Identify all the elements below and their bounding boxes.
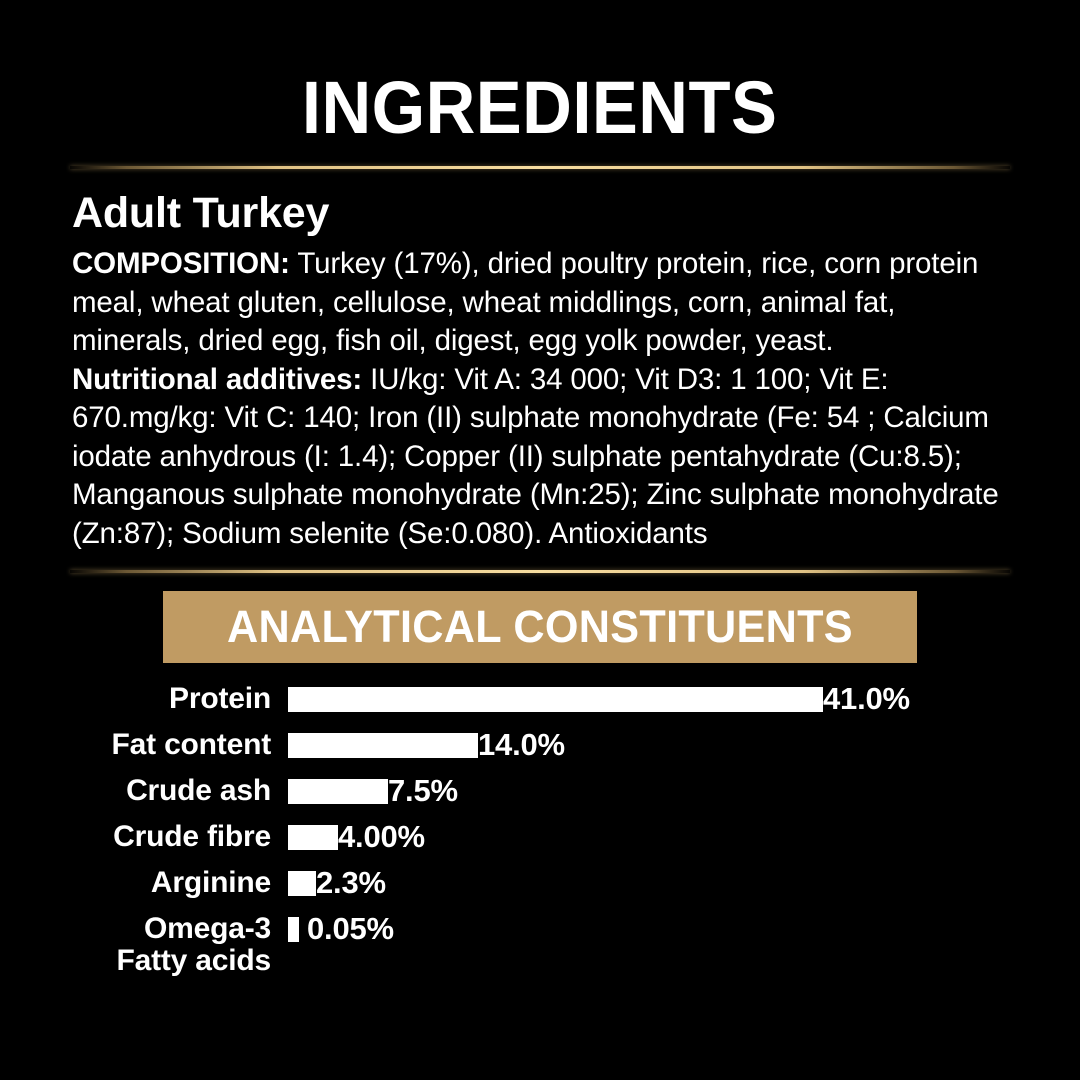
chart-bar	[288, 686, 823, 712]
analytical-constituents-banner: ANALYTICAL CONSTITUENTS	[163, 591, 917, 664]
chart-row-bar-area: 2.3%	[288, 865, 1080, 901]
chart-bar-value: 0.05%	[307, 911, 394, 947]
chart-bar	[288, 732, 478, 758]
additives-text: IU/kg: Vit A: 34 000; Vit D3: 1 100; Vit…	[72, 362, 999, 550]
additives-paragraph: Nutritional additives: IU/kg: Vit A: 34 …	[72, 361, 1008, 554]
chart-row-label: Protein	[169, 681, 271, 715]
chart-bar	[288, 870, 316, 896]
chart-bar	[288, 778, 388, 804]
chart-row-sublabel: Fatty acids	[116, 944, 271, 978]
chart-bar-value: 14.0%	[478, 727, 565, 763]
divider-top	[70, 166, 1010, 170]
chart-row: Crude ash 7.5%	[0, 768, 1080, 814]
analytical-constituents-title: ANALYTICAL CONSTITUENTS	[227, 601, 853, 653]
chart-row-bar-area: 41.0%	[288, 681, 1080, 717]
chart-row-label: Omega-3	[144, 911, 271, 945]
chart-row-label: Arginine	[150, 865, 271, 899]
page-title: INGREDIENTS	[302, 66, 778, 149]
composition-label: COMPOSITION:	[72, 247, 290, 281]
composition-text: Turkey (17%), dried poultry protein, ric…	[72, 247, 979, 358]
divider-middle	[70, 570, 1010, 574]
chart-bar-value: 7.5%	[388, 773, 458, 809]
additives-label: Nutritional additives:	[72, 362, 363, 396]
page-title-wrap: INGREDIENTS	[0, 0, 1080, 149]
chart-bar-value: 2.3%	[316, 865, 386, 901]
chart-bar-value: 4.00%	[338, 819, 425, 855]
chart-row: Fat content 14.0%	[0, 722, 1080, 768]
chart-row-label: Crude fibre	[113, 819, 271, 853]
chart-row-label: Crude ash	[126, 773, 271, 807]
chart-row: Omega-3 0.05%	[0, 906, 1080, 952]
chart-row-bar-area: 14.0%	[288, 727, 1080, 763]
composition-paragraph: COMPOSITION: Turkey (17%), dried poultry…	[72, 245, 1008, 361]
chart-bar	[288, 916, 299, 942]
chart-row: Crude fibre 4.00%	[0, 814, 1080, 860]
chart-bar	[288, 824, 338, 850]
chart-row-label: Fat content	[111, 727, 272, 761]
chart-row: Protein 41.0%	[0, 676, 1080, 722]
chart-row: Arginine 2.3%	[0, 860, 1080, 906]
chart-row-bar-area: 7.5%	[288, 773, 1080, 809]
chart-bar-value: 41.0%	[823, 681, 910, 717]
chart-row-bar-area: 0.05%	[288, 911, 1080, 947]
ingredients-body: COMPOSITION: Turkey (17%), dried poultry…	[72, 245, 1008, 553]
product-name: Adult Turkey	[72, 189, 330, 238]
analytical-constituents-chart: Protein 41.0% Fat content 14.0% Crude ash 7.5…	[0, 676, 1080, 977]
chart-row-bar-area: 4.00%	[288, 819, 1080, 855]
